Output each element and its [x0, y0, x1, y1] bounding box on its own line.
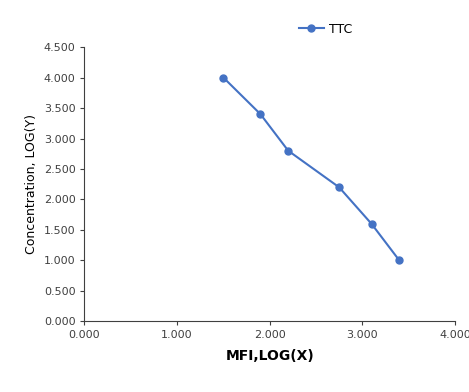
TTC [336, 185, 342, 190]
Y-axis label: Concentration, LOG(Y): Concentration, LOG(Y) [25, 114, 38, 254]
TTC [220, 75, 226, 80]
X-axis label: MFI,LOG(X): MFI,LOG(X) [225, 349, 314, 363]
TTC [257, 112, 263, 116]
TTC [369, 221, 374, 226]
TTC [285, 148, 291, 153]
Line: TTC: TTC [220, 74, 403, 264]
Legend: TTC: TTC [294, 18, 357, 41]
TTC [396, 258, 402, 263]
